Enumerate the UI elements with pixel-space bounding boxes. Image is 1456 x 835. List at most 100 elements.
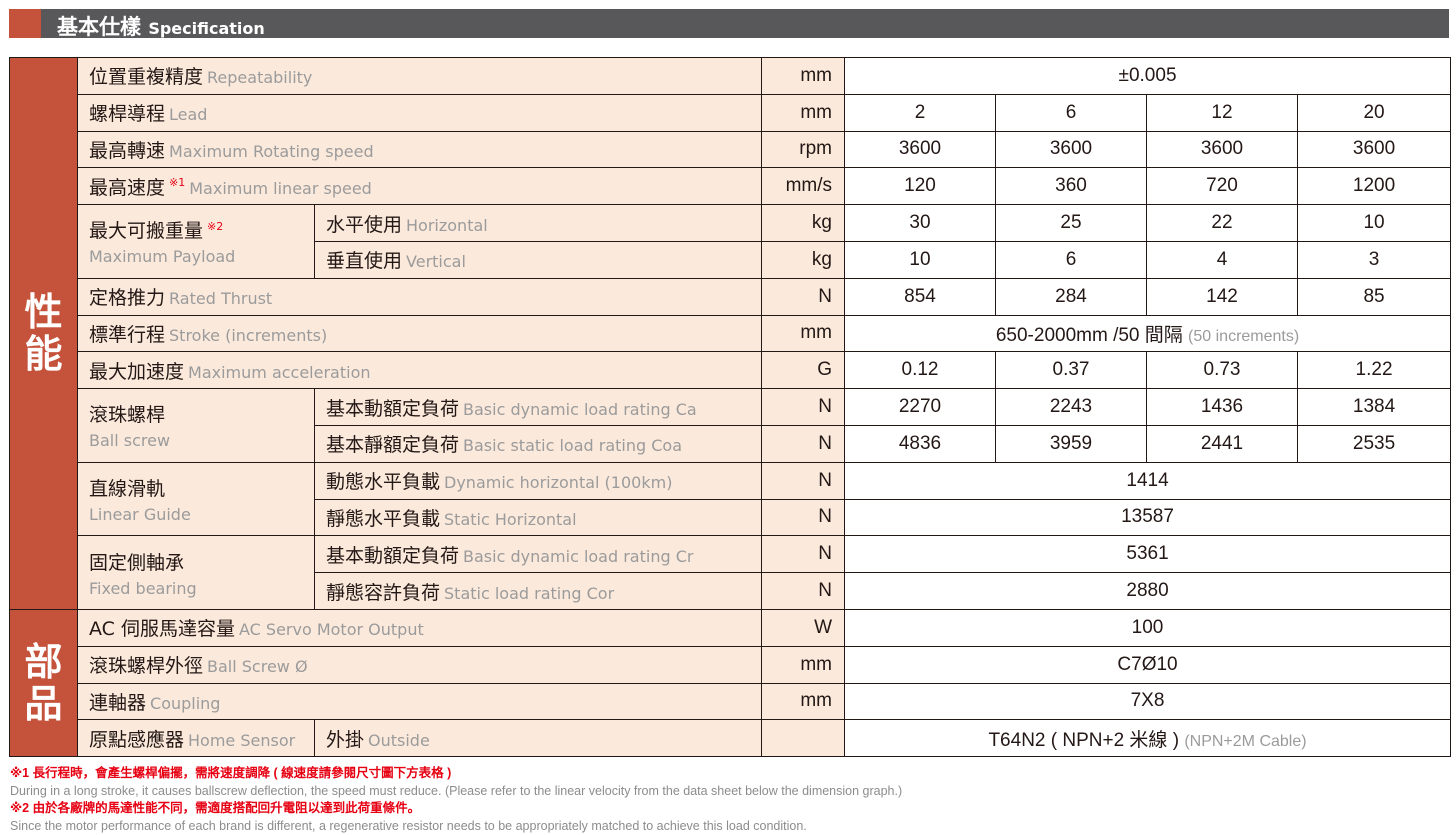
label-zh: 最高速度 [89,176,166,199]
spec-row: 原點感應器 Home Sensor 外掛 Outside T64N2 ( NPN+2 米… [10,719,1452,758]
label-zh: 固定側軸承 [89,551,185,574]
footnote: Since the motor performance of each bran… [10,818,807,833]
unit-cell: W [761,608,845,647]
section-label: 部品 [9,608,78,758]
label-zh: 螺桿導程 [89,103,166,126]
value-cell: 1414 [843,461,1452,500]
spec-row: 靜態容許負荷 Static load rating Cor N 2880 [10,572,1452,610]
value-cell: 0.37 [995,351,1147,390]
label-zh: 直線滑軌 [89,478,166,501]
section-header: 基本仕樣 Specification [9,9,1449,39]
row-label: 定格推力 Rated Thrust [77,277,762,316]
unit-cell: G [761,351,845,390]
unit-cell: mm [761,93,845,132]
footnote: ※1 長行程時，會產生螺桿偏擺，需將速度調降 ( 線速度請參閱尺寸圖下方表格 ) [10,766,452,780]
value-cell: 854 [844,277,996,316]
spec-row: 部品 AC 伺服馬達容量 AC Servo Motor Output W 100 [9,608,1452,758]
unit-cell: mm [761,57,845,95]
footnote-mark: ※1 [169,176,186,190]
value-cell: 4 [1146,240,1298,279]
row-label: 最大加速度 Maximum acceleration [77,351,762,390]
value-cell: 5361 [843,535,1452,574]
unit-cell [761,719,845,758]
label-zh: 基本靜額定負荷 [326,434,460,457]
value: 650-2000mm /50 間隔 [995,324,1183,346]
sub-label: 基本靜額定負荷 Basic static load rating Coa [314,424,762,463]
value-cell: 6 [995,240,1147,279]
value-cell: 0.73 [1146,351,1298,390]
group-label: 固定側軸承 Fixed bearing [77,535,315,610]
value-cell: 25 [995,204,1147,242]
value-cell: 12 [1146,93,1298,132]
unit-cell: rpm [761,130,845,169]
value-cell: 7X8 [843,682,1452,721]
label-zh: 垂直使用 [326,250,403,273]
row-label: 最高速度 ※1 Maximum linear speed [77,167,762,206]
label-en: Stroke (increments) [169,325,328,345]
spec-row: 螺桿導程 Lead mm 2 6 12 20 [10,93,1452,132]
row-label: 標準行程 Stroke (increments) [77,314,762,353]
value-cell: 360 [995,167,1147,206]
value-cell: 10 [1296,204,1452,242]
value-cell: 120 [844,167,996,206]
label-en: Rated Thrust [169,289,273,309]
value-cell: C7Ø10 [843,645,1452,684]
value: 5361 [1126,543,1169,565]
row-label: AC 伺服馬達容量 AC Servo Motor Output [77,608,762,647]
label-zh: 基本動額定負荷 [326,397,460,420]
label-en: Ball screw [89,431,171,451]
row-label: 最高轉速 Maximum Rotating speed [77,130,762,169]
value-cell: 20 [1296,93,1452,132]
row-label: 滾珠螺桿外徑 Ball Screw Ø [77,645,762,684]
value-cell: 1.22 [1296,351,1452,390]
value-note: (NPN+2M Cable) [1184,732,1307,750]
row-label: 位置重複精度 Repeatability [77,57,762,95]
value-cell: 2243 [995,388,1147,426]
label-en: AC Servo Motor Output [238,620,424,640]
label-zh: 標準行程 [89,323,166,346]
spec-table: 性能位置重複精度 Repeatability mm ±0.005 螺桿導程 Lead mm 2… [9,57,1452,758]
unit-cell: N [761,461,845,500]
value: C7Ø10 [1117,653,1178,675]
spec-row: 最高轉速 Maximum Rotating speed rpm 3600 3600 360… [10,130,1452,169]
label-zh: 靜態容許負荷 [326,581,441,604]
label-en: Static Horizontal [444,509,577,529]
label-en: Maximum Rotating speed [169,141,374,161]
label-zh: 原點感應器 [89,728,185,751]
label-zh: 基本動額定負荷 [326,544,460,567]
section-label: 性能 [9,57,78,610]
label-en: Basic dynamic load rating Ca [463,399,697,419]
row-label: 連軸器 Coupling [77,682,762,721]
label-zh: 最高轉速 [89,139,166,162]
unit-cell: mm [761,682,845,721]
label-zh: 最大可搬重量 [89,220,204,243]
label-en: Basic dynamic load rating Cr [463,546,694,566]
label-zh: 外掛 [326,728,365,751]
label-zh: 水平使用 [326,213,403,236]
value-cell: 30 [844,204,996,242]
label-en: Static load rating Cor [444,583,615,603]
label-zh: 靜態水平負載 [326,507,441,530]
header-accent-block [9,9,41,38]
value-cell: 2535 [1296,424,1452,463]
group-label: 直線滑軌 Linear Guide [77,461,315,537]
value-cell: 3600 [995,130,1147,169]
spec-row: 直線滑軌 Linear Guide 動態水平負載 Dynamic horizontal… [10,461,1452,537]
spec-row: 滾珠螺桿 Ball screw 基本動額定負荷 Basic dynamic load … [10,388,1452,463]
label-zh: 動態水平負載 [326,471,441,494]
spec-row: 連軸器 Coupling mm 7X8 [10,682,1452,721]
value-cell: 650-2000mm /50 間隔 (50 increments) [843,314,1452,353]
spec-row: 靜態水平負載 Static Horizontal N 13587 [10,498,1452,537]
label-zh: 滾珠螺桿外徑 [89,655,204,678]
unit-cell: N [761,424,845,463]
sub-label: 靜態水平負載 Static Horizontal [314,498,762,537]
sub-label: 基本動額定負荷 Basic dynamic load rating Ca [314,388,762,426]
value-cell: 4836 [844,424,996,463]
unit-cell: N [761,498,845,537]
value-cell: 22 [1146,204,1298,242]
spec-row: 固定側軸承 Fixed bearing 基本動額定負荷 Basic dynamic l… [10,535,1452,610]
value-cell: 2270 [844,388,996,426]
label-en: Dynamic horizontal (100km) [444,473,673,493]
label-en: Lead [169,105,208,125]
value-cell: 2 [844,93,996,132]
